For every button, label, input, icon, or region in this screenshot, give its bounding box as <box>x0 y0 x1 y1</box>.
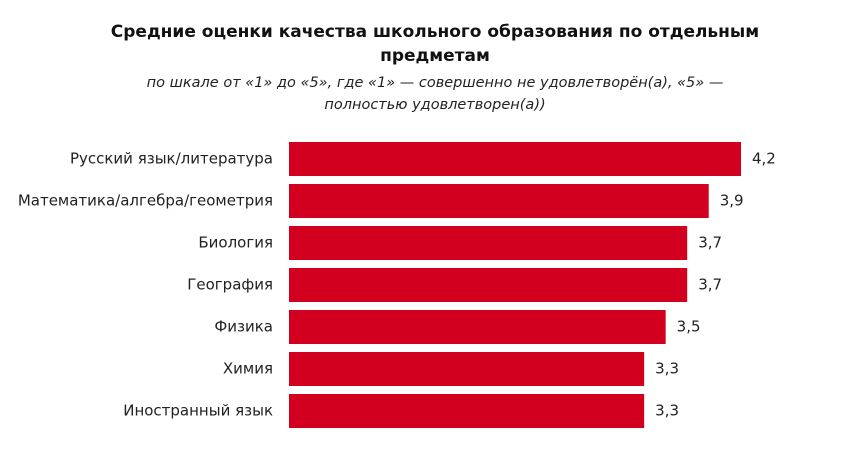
chart-title: Средние оценки качества школьного образо… <box>110 22 760 66</box>
bar <box>289 310 666 344</box>
category-label: Биология <box>198 234 273 252</box>
value-label: 4,2 <box>752 150 776 168</box>
chart-subtitle: по шкале от «1» до «5», где «1» — соверш… <box>146 75 724 113</box>
value-label: 3,7 <box>698 234 722 252</box>
value-label: 3,5 <box>677 318 701 336</box>
category-label: География <box>187 276 273 294</box>
category-label: Иностранный язык <box>123 402 273 420</box>
bar <box>289 394 645 428</box>
bar <box>289 226 688 260</box>
bar <box>289 352 645 386</box>
value-label: 3,3 <box>655 402 679 420</box>
bar <box>289 142 741 176</box>
category-label: Математика/алгебра/геометрия <box>18 192 273 210</box>
bar <box>289 268 688 302</box>
category-label: Химия <box>223 360 273 378</box>
value-label: 3,9 <box>720 192 744 210</box>
category-label: Физика <box>214 318 273 336</box>
category-label: Русский язык/литература <box>70 150 273 168</box>
value-label: 3,3 <box>655 360 679 378</box>
value-label: 3,7 <box>698 276 722 294</box>
bar <box>289 184 709 218</box>
